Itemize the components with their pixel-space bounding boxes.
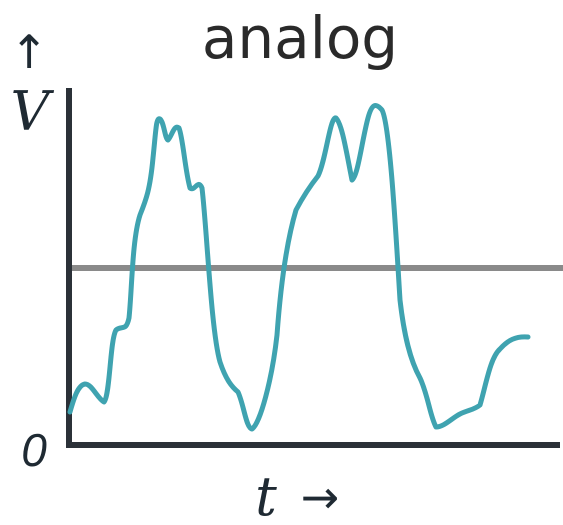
y-axis-arrow-icon: ↑ (10, 25, 49, 79)
x-axis-label: t (255, 465, 277, 525)
x-axis-arrow-icon: → (301, 470, 340, 524)
diagram-title: analog (202, 4, 398, 72)
y-axis-label: V (11, 80, 55, 143)
axes (66, 88, 560, 448)
origin-label: 0 (21, 424, 47, 476)
analog-waveform (67, 103, 531, 432)
